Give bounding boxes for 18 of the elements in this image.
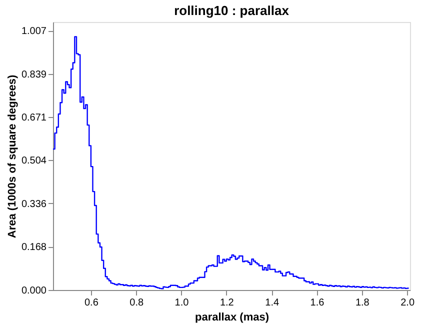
y-tick-label: 0.336: [21, 198, 47, 210]
x-tick-label: 1.4: [265, 298, 280, 308]
x-tick-label: 1.8: [355, 298, 370, 308]
y-tick-label: 0.671: [21, 112, 47, 124]
y-axis-title: Area (1000s of square degrees): [6, 74, 18, 238]
x-tick-label: 0.6: [84, 298, 99, 308]
x-tick-label: 1.0: [174, 298, 190, 308]
chart-title: rolling10 : parallax: [174, 3, 290, 18]
x-tick-label: 2.0: [400, 298, 415, 308]
y-tick-label: 0.504: [21, 156, 47, 167]
y-tick-label: 0.168: [21, 242, 47, 254]
x-tick-label: 0.8: [130, 298, 144, 308]
y-tick-label: 0.000: [21, 286, 47, 296]
x-tick-label: 1.2: [220, 298, 234, 308]
y-tick-label: 1.007: [21, 26, 47, 38]
y-tick-label: 0.839: [21, 69, 47, 80]
x-tick-label: 1.6: [310, 298, 325, 308]
x-axis-title: parallax (mas): [195, 312, 270, 324]
